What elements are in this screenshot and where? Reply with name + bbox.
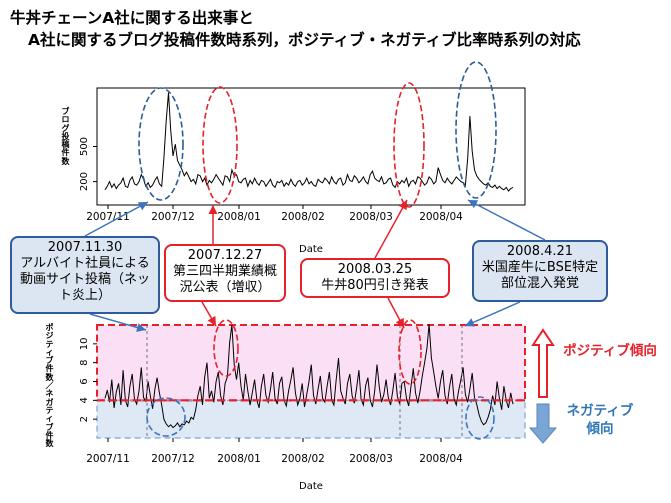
- arrow-event3-top-head: [398, 200, 407, 211]
- bottom-x-tick-label-1: 2007/12: [151, 453, 195, 465]
- callout-event-4: 2008.4.21 米国産牛にBSE特定部位混入発覚: [472, 240, 608, 302]
- bottom-y-tick-label-4: 10: [79, 337, 90, 350]
- top-ylabel: ブログ投稿件数: [61, 107, 70, 166]
- positive-trend-label: ポジティブ傾向: [563, 343, 657, 359]
- bottom-x-tick-label-3: 2008/02: [281, 453, 325, 465]
- top-x-tick-label-2: 2008/01: [217, 211, 261, 223]
- arrow-event1-top-head: [137, 202, 148, 211]
- negative-zone: [97, 400, 525, 438]
- arrow-event2-bottom-head: [207, 316, 216, 326]
- callout-event-2: 2007.12.27 第三四半期業績概況公表（増収）: [164, 244, 286, 302]
- blog-count-chart: 200 500 2007/11 2007/12 2008/01 2008/02 2008/0…: [79, 87, 526, 255]
- top-x-tick-label-0: 2007/11: [86, 211, 130, 223]
- bottom-x-tick-label-0: 2007/11: [86, 453, 130, 465]
- title-line2: A社に関するブログ投稿件数時系列，ポジティブ・ネガティブ比率時系列の対応: [28, 31, 581, 49]
- top-y-tick-label-1: 500: [79, 137, 90, 156]
- top-plot-frame: [96, 87, 526, 206]
- event-ellipse-3: [455, 61, 497, 199]
- event-ellipse-5: [398, 319, 422, 385]
- event-ellipse-0: [138, 87, 184, 201]
- callout-event-1: 2007.11.30 アルバイト社員による動画サイト投稿（ネット炎上）: [10, 236, 160, 314]
- sentiment-ratio-series-line: [104, 324, 514, 429]
- arrow-event4-top-head: [468, 200, 479, 209]
- bottom-x-tick-label-4: 2008/03: [349, 453, 393, 465]
- bottom-xlabel: Date: [299, 481, 323, 492]
- top-x-tick-label-1: 2007/12: [151, 211, 195, 223]
- sentiment-ratio-chart: 2 4 6 8 10 2007/11 2007/12 2008/01 2008/02 2008/0…: [79, 324, 526, 492]
- bottom-y-tick-label-1: 4: [79, 397, 90, 403]
- callout-event-1-text: アルバイト社員による動画サイト投稿（ネット炎上）: [19, 256, 150, 303]
- negative-trend-label: ネガティブ傾向: [566, 403, 634, 437]
- arrow-event1-bottom-shaft: [89, 313, 147, 331]
- callout-event-3: 2008.03.25 牛丼80円引き発表: [300, 258, 450, 298]
- positive-trend-arrow: [531, 328, 555, 398]
- bottom-y-tick-label-2: 6: [79, 378, 90, 384]
- arrow-event4-bottom-head: [465, 318, 475, 327]
- bottom-y-tick-label-0: 2: [79, 416, 90, 422]
- event-ellipse-4: [213, 319, 239, 377]
- bottom-x-tick-label-2: 2008/01: [217, 453, 261, 465]
- callout-event-1-date: 2007.11.30: [47, 240, 123, 255]
- callout-event-3-date: 2008.03.25: [337, 262, 413, 277]
- arrow-event1-top-shaft: [84, 201, 149, 237]
- top-x-tick-label-3: 2008/02: [281, 211, 325, 223]
- event-ellipse-1: [202, 86, 238, 204]
- annotation-layer: [84, 61, 558, 444]
- bottom-y-tick-label-3: 8: [79, 359, 90, 365]
- callout-event-3-text: 牛丼80円引き発表: [321, 278, 429, 293]
- event-ellipse-2: [393, 82, 425, 208]
- callout-event-4-text: 米国産牛にBSE特定部位混入発覚: [481, 260, 599, 291]
- arrow-event2-top-head: [208, 205, 218, 214]
- negative-trend-arrow: [528, 403, 558, 444]
- title-line1: 牛丼チェーンA社に関する出来事と: [10, 9, 254, 27]
- arrow-event3-top-shaft: [374, 199, 408, 259]
- positive-zone: [97, 325, 525, 401]
- event-ellipse-6: [146, 397, 186, 437]
- top-y-tick-label-0: 200: [79, 172, 90, 191]
- bottom-ylabel: ポジティブ件数／ネガティブ件数: [45, 323, 54, 449]
- callout-event-2-text: 第三四半期業績概況公表（増収）: [172, 264, 277, 295]
- bottom-x-tick-label-5: 2008/04: [419, 453, 463, 465]
- event-ellipse-7: [465, 396, 495, 440]
- arrow-event1-bottom-head: [136, 323, 146, 332]
- top-x-tick-label-4: 2008/03: [349, 211, 393, 223]
- callout-event-4-date: 2008.4.21: [506, 244, 574, 259]
- arrow-event4-top-shaft: [467, 199, 546, 241]
- callout-event-2-date: 2007.12.27: [187, 248, 263, 263]
- arrow-event4-bottom-shaft: [464, 301, 521, 327]
- top-xlabel: Date: [299, 244, 323, 255]
- top-x-tick-label-5: 2008/04: [419, 211, 463, 223]
- arrow-event3-bottom-head: [395, 317, 404, 328]
- blog-count-series-line: [104, 92, 514, 192]
